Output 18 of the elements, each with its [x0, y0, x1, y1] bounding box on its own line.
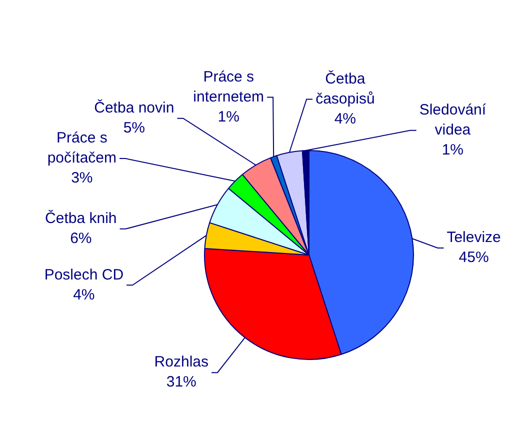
data-label: 6%: [70, 230, 92, 248]
slice-label: Četba knih: [45, 209, 117, 228]
slice-label: Poslech CD: [44, 266, 124, 284]
slice-label: Práce s počítačem: [47, 130, 117, 167]
data-label: 3%: [71, 170, 93, 187]
slice-label: Sledování videa: [419, 102, 487, 139]
slice-label: Televize: [446, 229, 501, 246]
data-label: 1%: [218, 108, 240, 126]
data-label: 31%: [166, 374, 196, 391]
data-label: 4%: [73, 286, 95, 304]
slice-label: Četba časopisů: [316, 69, 375, 108]
data-label: 45%: [458, 249, 489, 266]
slice-label: Četba novin: [94, 98, 174, 116]
data-label: 1%: [442, 142, 464, 159]
slice-label: Rozhlas: [154, 354, 208, 371]
data-label: 4%: [334, 110, 356, 128]
data-label: 5%: [123, 119, 146, 136]
slice-label: Práce s internetem: [193, 68, 264, 106]
